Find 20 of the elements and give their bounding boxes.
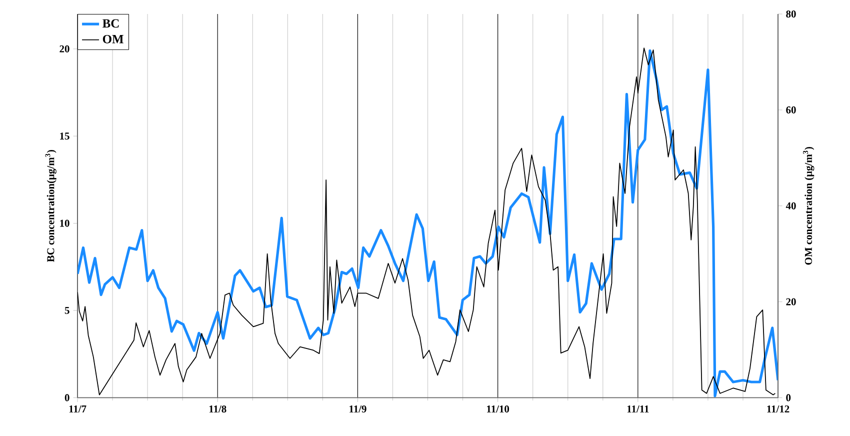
- x-tick-label: 11/11: [627, 405, 649, 412]
- y2-tick-label: 80: [786, 10, 796, 18]
- y-tick-label: 10: [60, 220, 70, 227]
- y-tick-label: 5: [64, 307, 70, 314]
- x-tick-label: 11/7: [69, 405, 86, 412]
- y2-axis-title: OM concentration (μg/m$^{3}$): [803, 146, 814, 265]
- y-tick-label: 0: [64, 394, 70, 402]
- y2-tick-label: 60: [786, 106, 796, 114]
- y-tick-label: 20: [60, 45, 70, 52]
- x-tick-label: 11/10: [487, 405, 510, 413]
- y2-tick-label: 0: [786, 394, 791, 402]
- legend-label: OM: [102, 34, 124, 44]
- y-tick-label: 15: [60, 132, 70, 140]
- y-axis-title: BC concentration(μg/m$^{3}$): [45, 150, 56, 262]
- legend-label: BC: [102, 19, 119, 28]
- y2-tick-label: 20: [786, 298, 796, 306]
- x-tick-label: 11/12: [767, 405, 790, 413]
- x-tick-label: 11/8: [209, 405, 226, 413]
- x-tick-label: 11/9: [350, 405, 366, 413]
- y2-tick-label: 40: [786, 202, 796, 210]
